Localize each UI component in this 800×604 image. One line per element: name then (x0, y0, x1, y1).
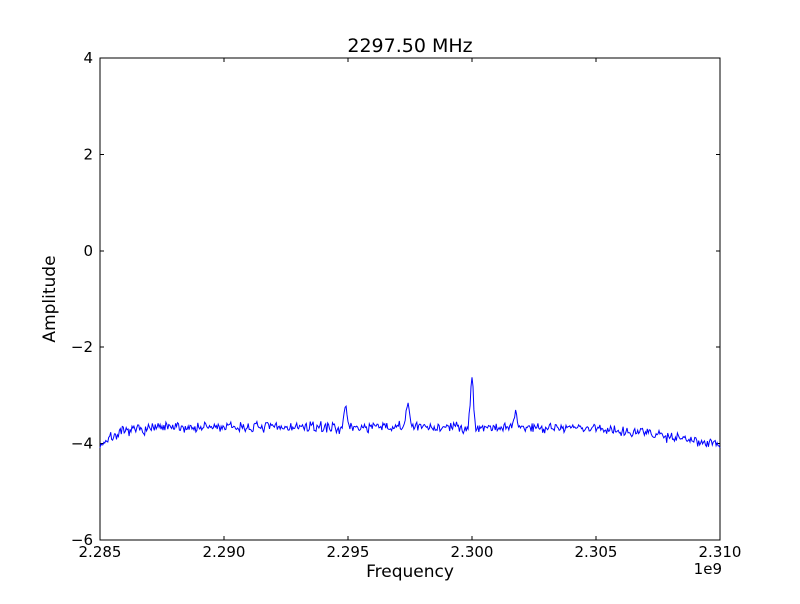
y-axis-label: Amplitude (40, 255, 60, 342)
x-axis-offset-label: 1e9 (694, 560, 722, 578)
data-line (99, 377, 721, 449)
y-tick-label: 0 (83, 242, 93, 260)
axis-ticks (99, 57, 721, 541)
y-tick-label: 2 (83, 145, 93, 163)
y-tick-label: 4 (83, 49, 93, 67)
plot-frame (99, 57, 721, 541)
x-axis-label: Frequency (366, 562, 454, 582)
y-tick-label: −6 (71, 531, 93, 549)
y-tick-label: −2 (71, 338, 93, 356)
x-tick-label: 2.305 (575, 543, 618, 561)
y-tick-label: −4 (71, 435, 93, 453)
chart-title: 2297.50 MHz (347, 35, 472, 57)
x-tick-label: 2.290 (203, 543, 246, 561)
x-tick-label: 2.285 (79, 543, 122, 561)
x-tick-label: 2.300 (451, 543, 494, 561)
axis-tick-labels: 2.285 2.290 2.295 2.300 2.305 2.310 4 2 0 −2 −4 −6 (71, 49, 742, 561)
x-tick-label: 2.295 (327, 543, 370, 561)
data-series-group (99, 377, 721, 449)
x-tick-label: 2.310 (699, 543, 742, 561)
